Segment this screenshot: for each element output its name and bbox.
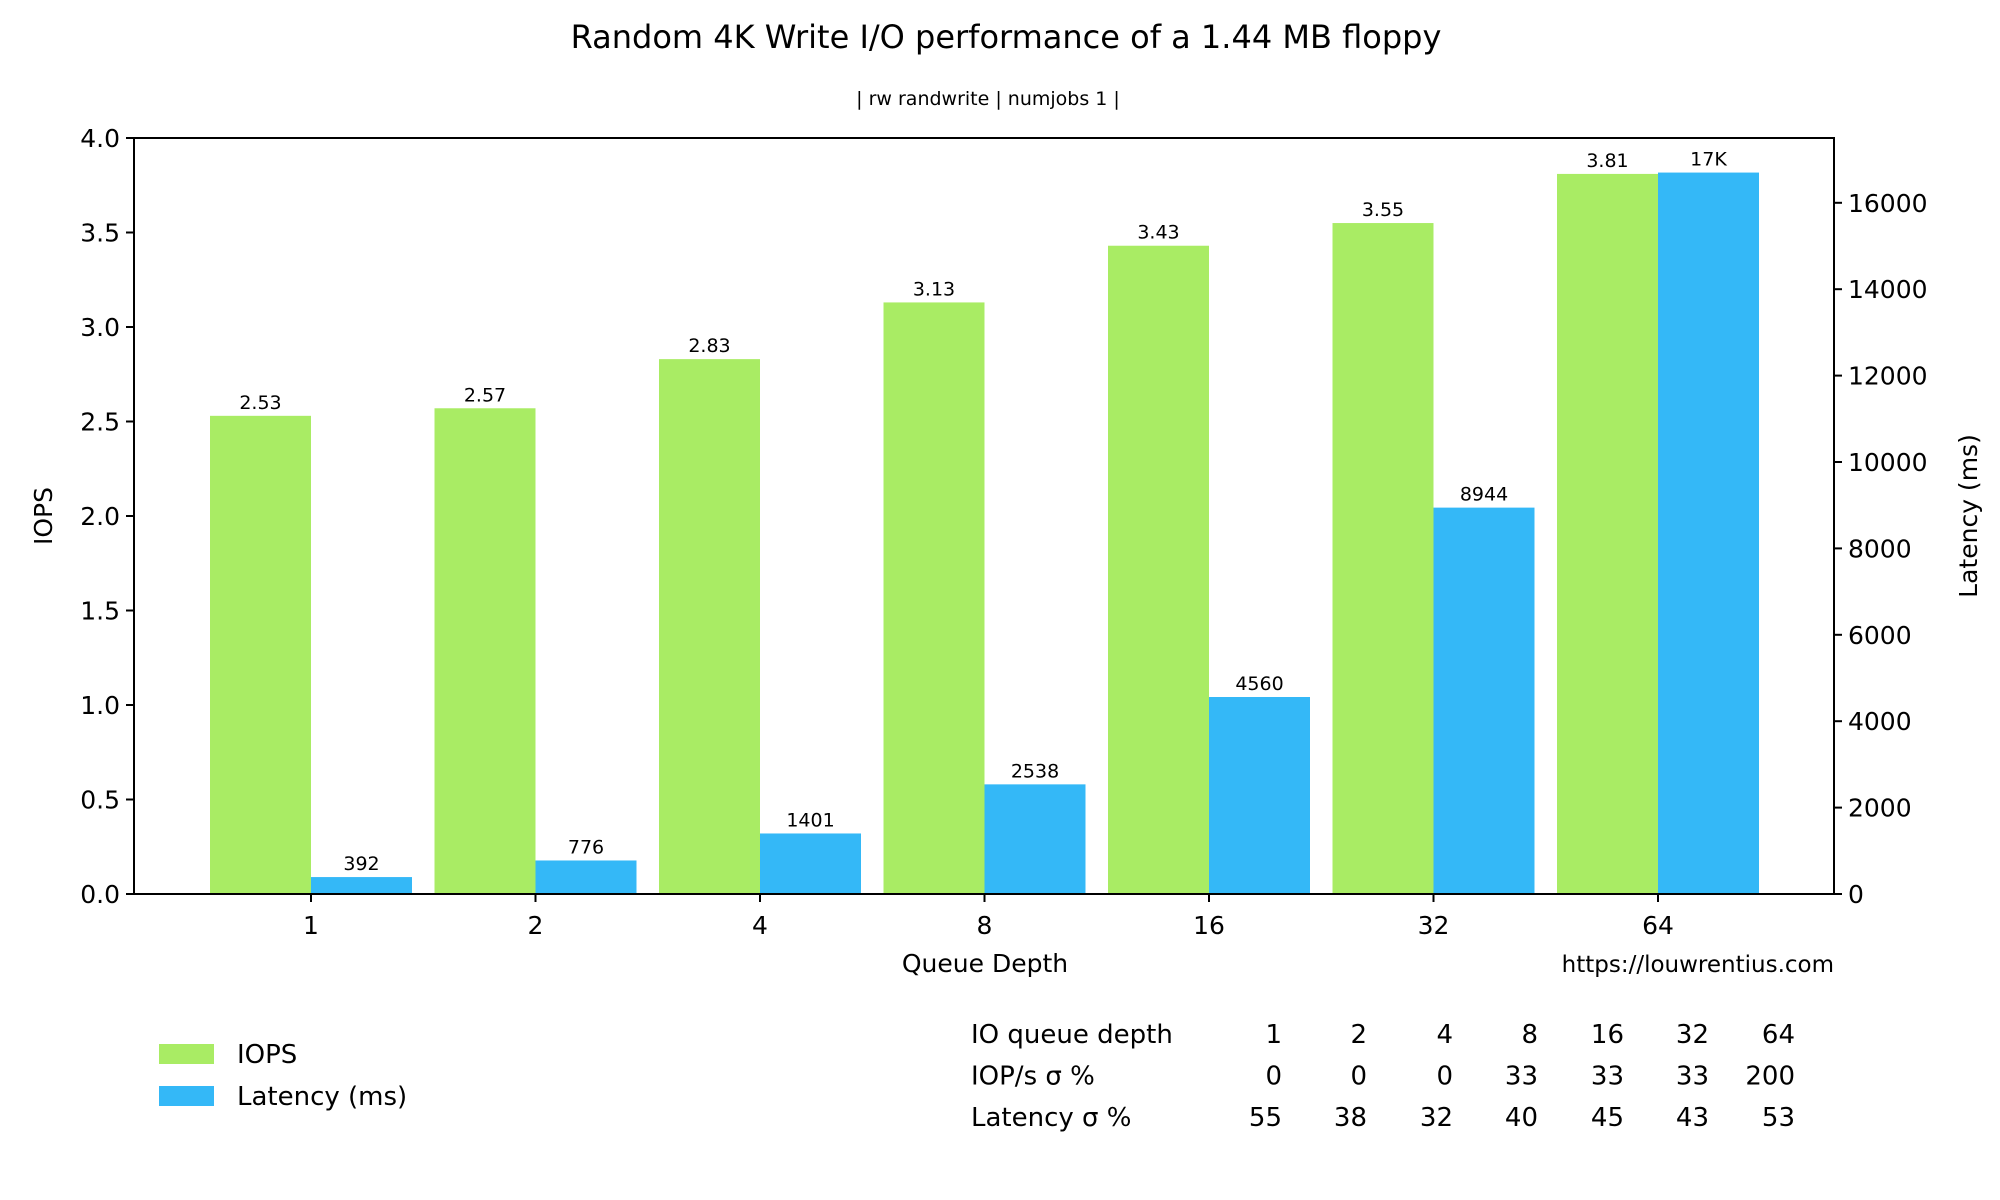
stats-cell: 4: [1436, 1020, 1453, 1050]
bar-iops-2: [434, 408, 536, 894]
x-tick-label: 8: [977, 911, 993, 940]
bar-label-iops-16: 3.43: [1137, 222, 1179, 244]
bar-latency-1: [311, 877, 412, 894]
stats-cell: 1: [1265, 1020, 1282, 1050]
bars-layer: [210, 172, 1759, 895]
x-tick-label: 4: [752, 911, 768, 940]
stats-cell: 53: [1762, 1103, 1795, 1133]
y-tick-label: 2.5: [80, 408, 120, 437]
y2-tick-label: 14000: [1848, 275, 1928, 304]
bar-latency-64: [1658, 172, 1759, 894]
chart-title: Random 4K Write I/O performance of a 1.4…: [571, 18, 1442, 56]
stats-cell: 32: [1420, 1103, 1453, 1133]
y-tick-label: 3.0: [80, 313, 120, 342]
bar-iops-4: [659, 359, 760, 894]
legend: IOPS Latency (ms): [159, 1040, 407, 1112]
y-tick-label: 2.0: [80, 502, 120, 531]
stats-cell: 45: [1591, 1103, 1624, 1133]
y-tick-label: 3.5: [80, 219, 120, 248]
bar-latency-8: [984, 784, 1086, 894]
bar-label-latency-8: 2538: [1011, 760, 1059, 782]
bar-label-iops-4: 2.83: [688, 335, 730, 357]
bar-label-latency-64: 17K: [1690, 149, 1727, 171]
y-tick-label: 0.5: [80, 786, 120, 815]
stats-cell: 43: [1676, 1103, 1709, 1133]
stats-cell: 33: [1591, 1062, 1624, 1092]
stats-cell: 0: [1436, 1062, 1453, 1092]
stats-cell: 33: [1676, 1062, 1709, 1092]
stats-cell: 38: [1334, 1103, 1367, 1133]
legend-swatch-latency: [159, 1086, 214, 1106]
y2-tick-label: 8000: [1848, 534, 1912, 563]
y2-tick-label: 6000: [1848, 621, 1912, 650]
x-tick-label: 16: [1193, 911, 1225, 940]
stats-cell: 200: [1745, 1062, 1795, 1092]
y2-tick-label: 16000: [1848, 189, 1928, 218]
bar-latency-32: [1433, 507, 1535, 894]
stats-cell: 2: [1350, 1020, 1367, 1050]
bar-label-iops-64: 3.81: [1586, 150, 1628, 172]
source-url: https://louwrentius.com: [1562, 952, 1834, 978]
stats-cell: 55: [1249, 1103, 1282, 1133]
x-tick-label: 64: [1642, 911, 1674, 940]
y-axis-ticks: 0.0 0.5 1.0 1.5 2.0 2.5 3.0 3.5 4.0: [80, 124, 134, 909]
bar-label-latency-2: 776: [568, 836, 604, 858]
bar-label-latency-4: 1401: [786, 809, 834, 831]
x-tick-label: 32: [1418, 911, 1450, 940]
bar-iops-16: [1108, 245, 1209, 895]
bar-iops-1: [210, 415, 311, 894]
bar-label-iops-2: 2.57: [464, 384, 506, 406]
bar-iops-32: [1332, 223, 1434, 895]
bar-label-latency-16: 4560: [1235, 673, 1283, 695]
stats-row-label: IO queue depth: [971, 1020, 1173, 1050]
x-axis-label: Queue Depth: [902, 949, 1068, 978]
y2-axis-label: Latency (ms): [1954, 434, 1983, 598]
stats-cell: 0: [1265, 1062, 1282, 1092]
stats-row-label: IOP/s σ %: [971, 1062, 1095, 1092]
y2-tick-label: 0: [1848, 880, 1864, 909]
bar-iops-8: [883, 302, 985, 894]
legend-label-iops: IOPS: [237, 1040, 297, 1070]
stats-cell: 16: [1591, 1020, 1624, 1050]
bar-labels-layer: 2.53 2.57 2.83 3.13 3.43 3.55 3.81 392 776 1401 25…: [239, 149, 1727, 876]
y2-tick-label: 10000: [1848, 448, 1928, 477]
stats-cell: 0: [1350, 1062, 1367, 1092]
stats-cell: 33: [1505, 1062, 1538, 1092]
x-tick-label: 1: [303, 911, 319, 940]
y-axis-label: IOPS: [29, 487, 58, 545]
legend-swatch-iops: [159, 1044, 214, 1064]
bar-label-iops-1: 2.53: [239, 392, 281, 414]
y-tick-label: 1.5: [80, 597, 120, 626]
stats-row-label: Latency σ %: [971, 1103, 1131, 1133]
stats-cell: 40: [1505, 1103, 1538, 1133]
bar-latency-16: [1209, 697, 1310, 894]
stats-table: IO queue depth 1 2 4 8 16 32 64 IOP/s σ % 0 0 0 33 33…: [971, 1020, 1795, 1133]
bar-iops-64: [1557, 173, 1658, 894]
bar-label-latency-1: 392: [343, 853, 379, 875]
bar-latency-2: [535, 860, 637, 894]
y2-tick-label: 4000: [1848, 707, 1912, 736]
y-tick-label: 1.0: [80, 691, 120, 720]
y2-tick-label: 12000: [1848, 362, 1928, 391]
stats-cell: 8: [1521, 1020, 1538, 1050]
bar-label-iops-8: 3.13: [913, 278, 955, 300]
stats-cell: 64: [1762, 1020, 1795, 1050]
y2-tick-label: 2000: [1848, 794, 1912, 823]
bar-latency-4: [760, 833, 861, 894]
y-tick-label: 4.0: [80, 124, 120, 153]
legend-label-latency: Latency (ms): [237, 1082, 407, 1112]
stats-cell: 32: [1676, 1020, 1709, 1050]
x-axis-ticks: 1 2 4 8 16 32 64: [303, 894, 1674, 940]
y2-axis-ticks: 0 2000 4000 6000 8000 10000 12000 14000 16000: [1834, 189, 1928, 909]
chart-subtitle: | rw randwrite | numjobs 1 |: [856, 88, 1120, 110]
y-tick-label: 0.0: [80, 880, 120, 909]
bar-label-latency-32: 8944: [1460, 484, 1508, 506]
x-tick-label: 2: [528, 911, 544, 940]
bar-label-iops-32: 3.55: [1362, 199, 1404, 221]
